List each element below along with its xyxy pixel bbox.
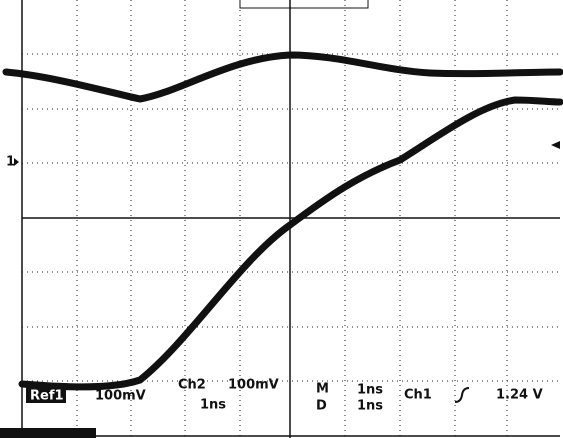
upper-trace	[2, 51, 563, 103]
d-label: D	[316, 399, 327, 414]
m-label: M	[316, 382, 329, 397]
ch2-label: Ch2	[178, 378, 206, 393]
m-time: 1ns	[357, 383, 383, 398]
lower-trace	[18, 96, 563, 391]
channel-arrow	[14, 158, 19, 166]
trigger-source: Ch1	[404, 388, 432, 403]
ch2-time: 1ns	[200, 398, 226, 413]
trigger-level: 1.24 V	[496, 388, 543, 403]
top-marker	[239, 0, 369, 14]
channel-marker: 1	[6, 155, 15, 170]
ch2-scale: 100mV	[228, 378, 279, 393]
trigger-slope	[454, 387, 470, 403]
d-time: 1ns	[357, 399, 383, 414]
ref-label: Ref1	[30, 389, 64, 404]
status-box	[0, 428, 96, 438]
graticule	[21, 0, 560, 438]
trigger-arrow	[551, 141, 560, 149]
ref-box	[26, 387, 66, 403]
ref-scale: 100mV	[95, 389, 146, 404]
